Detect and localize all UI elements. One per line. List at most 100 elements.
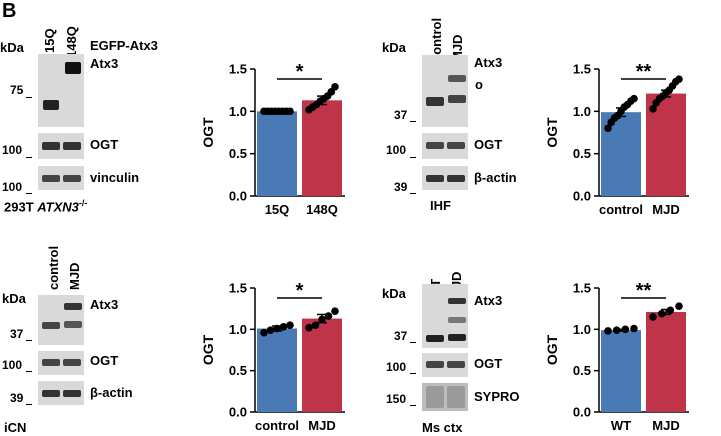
row-label-ogt: OGT [90, 137, 119, 152]
band-148q-atx3 [65, 62, 81, 74]
data-point [266, 326, 275, 334]
y-tick-label: 1.0 [573, 322, 591, 337]
marker-150: 150 [386, 392, 407, 406]
band-ogt-1 [426, 142, 444, 149]
blot-atx3 [422, 55, 468, 127]
row-label-vinculin: vinculin [90, 170, 140, 185]
significance-label: * [296, 280, 304, 302]
x-tick-label: 148Q [306, 202, 338, 217]
data-point [662, 88, 670, 97]
panel-letter: B [2, 0, 17, 22]
data-point [630, 324, 638, 333]
x-tick-label: 15Q [265, 202, 290, 217]
band-ogt-2 [63, 359, 81, 366]
band-actin-1 [42, 390, 60, 397]
marker-100: 100 [2, 358, 23, 372]
band-ogt-1 [426, 361, 444, 368]
data-point [623, 100, 632, 109]
data-point [312, 100, 321, 109]
data-point [630, 94, 638, 103]
data-point [308, 103, 317, 111]
blot-ogt [422, 133, 468, 159]
row-label-actin: β-actin [90, 385, 133, 400]
marker-100: 100 [386, 143, 407, 157]
blot-panel-ihf: kDa control MJD Atx3 o 37 OGT 100 β-acti… [380, 0, 517, 213]
x-tick-label: MJD [308, 418, 335, 433]
footer-prefix: 293T [4, 199, 38, 215]
band-control-atx3 [42, 322, 60, 329]
marker-tick [410, 405, 416, 406]
open-circle-symbol: o [475, 77, 483, 92]
blot-atx3 [422, 284, 468, 348]
bar-control [601, 112, 641, 196]
data-point [613, 111, 622, 120]
data-point [260, 328, 268, 337]
marker-75: 75 [10, 83, 24, 97]
marker-39: 39 [394, 180, 408, 194]
marker-tick [410, 157, 416, 158]
data-point [324, 312, 333, 320]
data-point [305, 105, 313, 114]
data-point [282, 107, 291, 116]
row-label-atx3: Atx3 [474, 55, 503, 70]
band-mjd-lower [448, 334, 466, 341]
marker-tick [26, 340, 32, 341]
data-point [621, 325, 630, 334]
x-tick-label: WT [611, 418, 631, 433]
band-actin-2 [63, 390, 81, 397]
y-tick-label: 1.5 [573, 62, 591, 77]
y-tick-label: 1.0 [229, 322, 247, 337]
data-point [658, 92, 667, 100]
data-point [604, 124, 612, 133]
y-tick-label: 1.0 [573, 104, 591, 119]
lane-label-15q: 15Q [42, 28, 57, 53]
band-sypro-2 [447, 386, 465, 408]
blot-footer: IHF [430, 198, 451, 213]
band-mjd-upper [64, 303, 82, 310]
y-tick-label: 0.5 [229, 363, 247, 378]
data-point [675, 75, 683, 83]
data-point [604, 327, 612, 335]
data-point [666, 306, 675, 315]
blot-vinculin [38, 166, 84, 190]
bar-mjd [646, 311, 686, 412]
bar-mjd [302, 318, 342, 412]
y-tick-label: 1.5 [229, 62, 247, 77]
data-point [331, 82, 339, 91]
data-point [320, 94, 328, 103]
significance-label: ** [636, 61, 652, 83]
marker-100: 100 [386, 360, 407, 374]
x-tick-label: control [599, 202, 643, 217]
bar-mjd [646, 93, 686, 196]
row-label-atx3: Atx3 [90, 297, 119, 312]
significance-label: ** [636, 280, 652, 302]
data-point [318, 315, 326, 324]
bar-control [257, 328, 297, 412]
footer-gene: ATXN3 [37, 199, 79, 215]
marker-tick [26, 157, 32, 158]
blot-atx3 [38, 295, 84, 345]
x-tick-label: MJD [652, 418, 679, 433]
row-label-ogt: OGT [90, 353, 119, 368]
band-ogt-2 [447, 361, 465, 368]
data-point [263, 107, 272, 116]
data-point [331, 307, 339, 315]
footer-sup: -/- [78, 198, 88, 208]
x-tick-label: MJD [652, 202, 679, 217]
blot-panel-icn: kDa control MJD Atx3 37 OGT 100 β-actin … [0, 220, 160, 436]
y-tick-label: 0.0 [229, 405, 247, 420]
data-point [278, 107, 287, 116]
data-point [649, 313, 657, 321]
band-actin-1 [426, 175, 444, 182]
band-control-atx3 [426, 97, 444, 106]
kda-label: kDa [2, 291, 26, 306]
data-point [311, 321, 320, 330]
data-point [675, 302, 683, 310]
kda-label: kDa [382, 40, 406, 55]
blot-footer: iCN [4, 420, 27, 435]
data-point [275, 107, 283, 116]
y-axis-label: OGT [544, 117, 560, 148]
data-point [286, 107, 294, 116]
y-axis-label: OGT [200, 334, 216, 365]
y-tick-label: 0.5 [573, 363, 591, 378]
